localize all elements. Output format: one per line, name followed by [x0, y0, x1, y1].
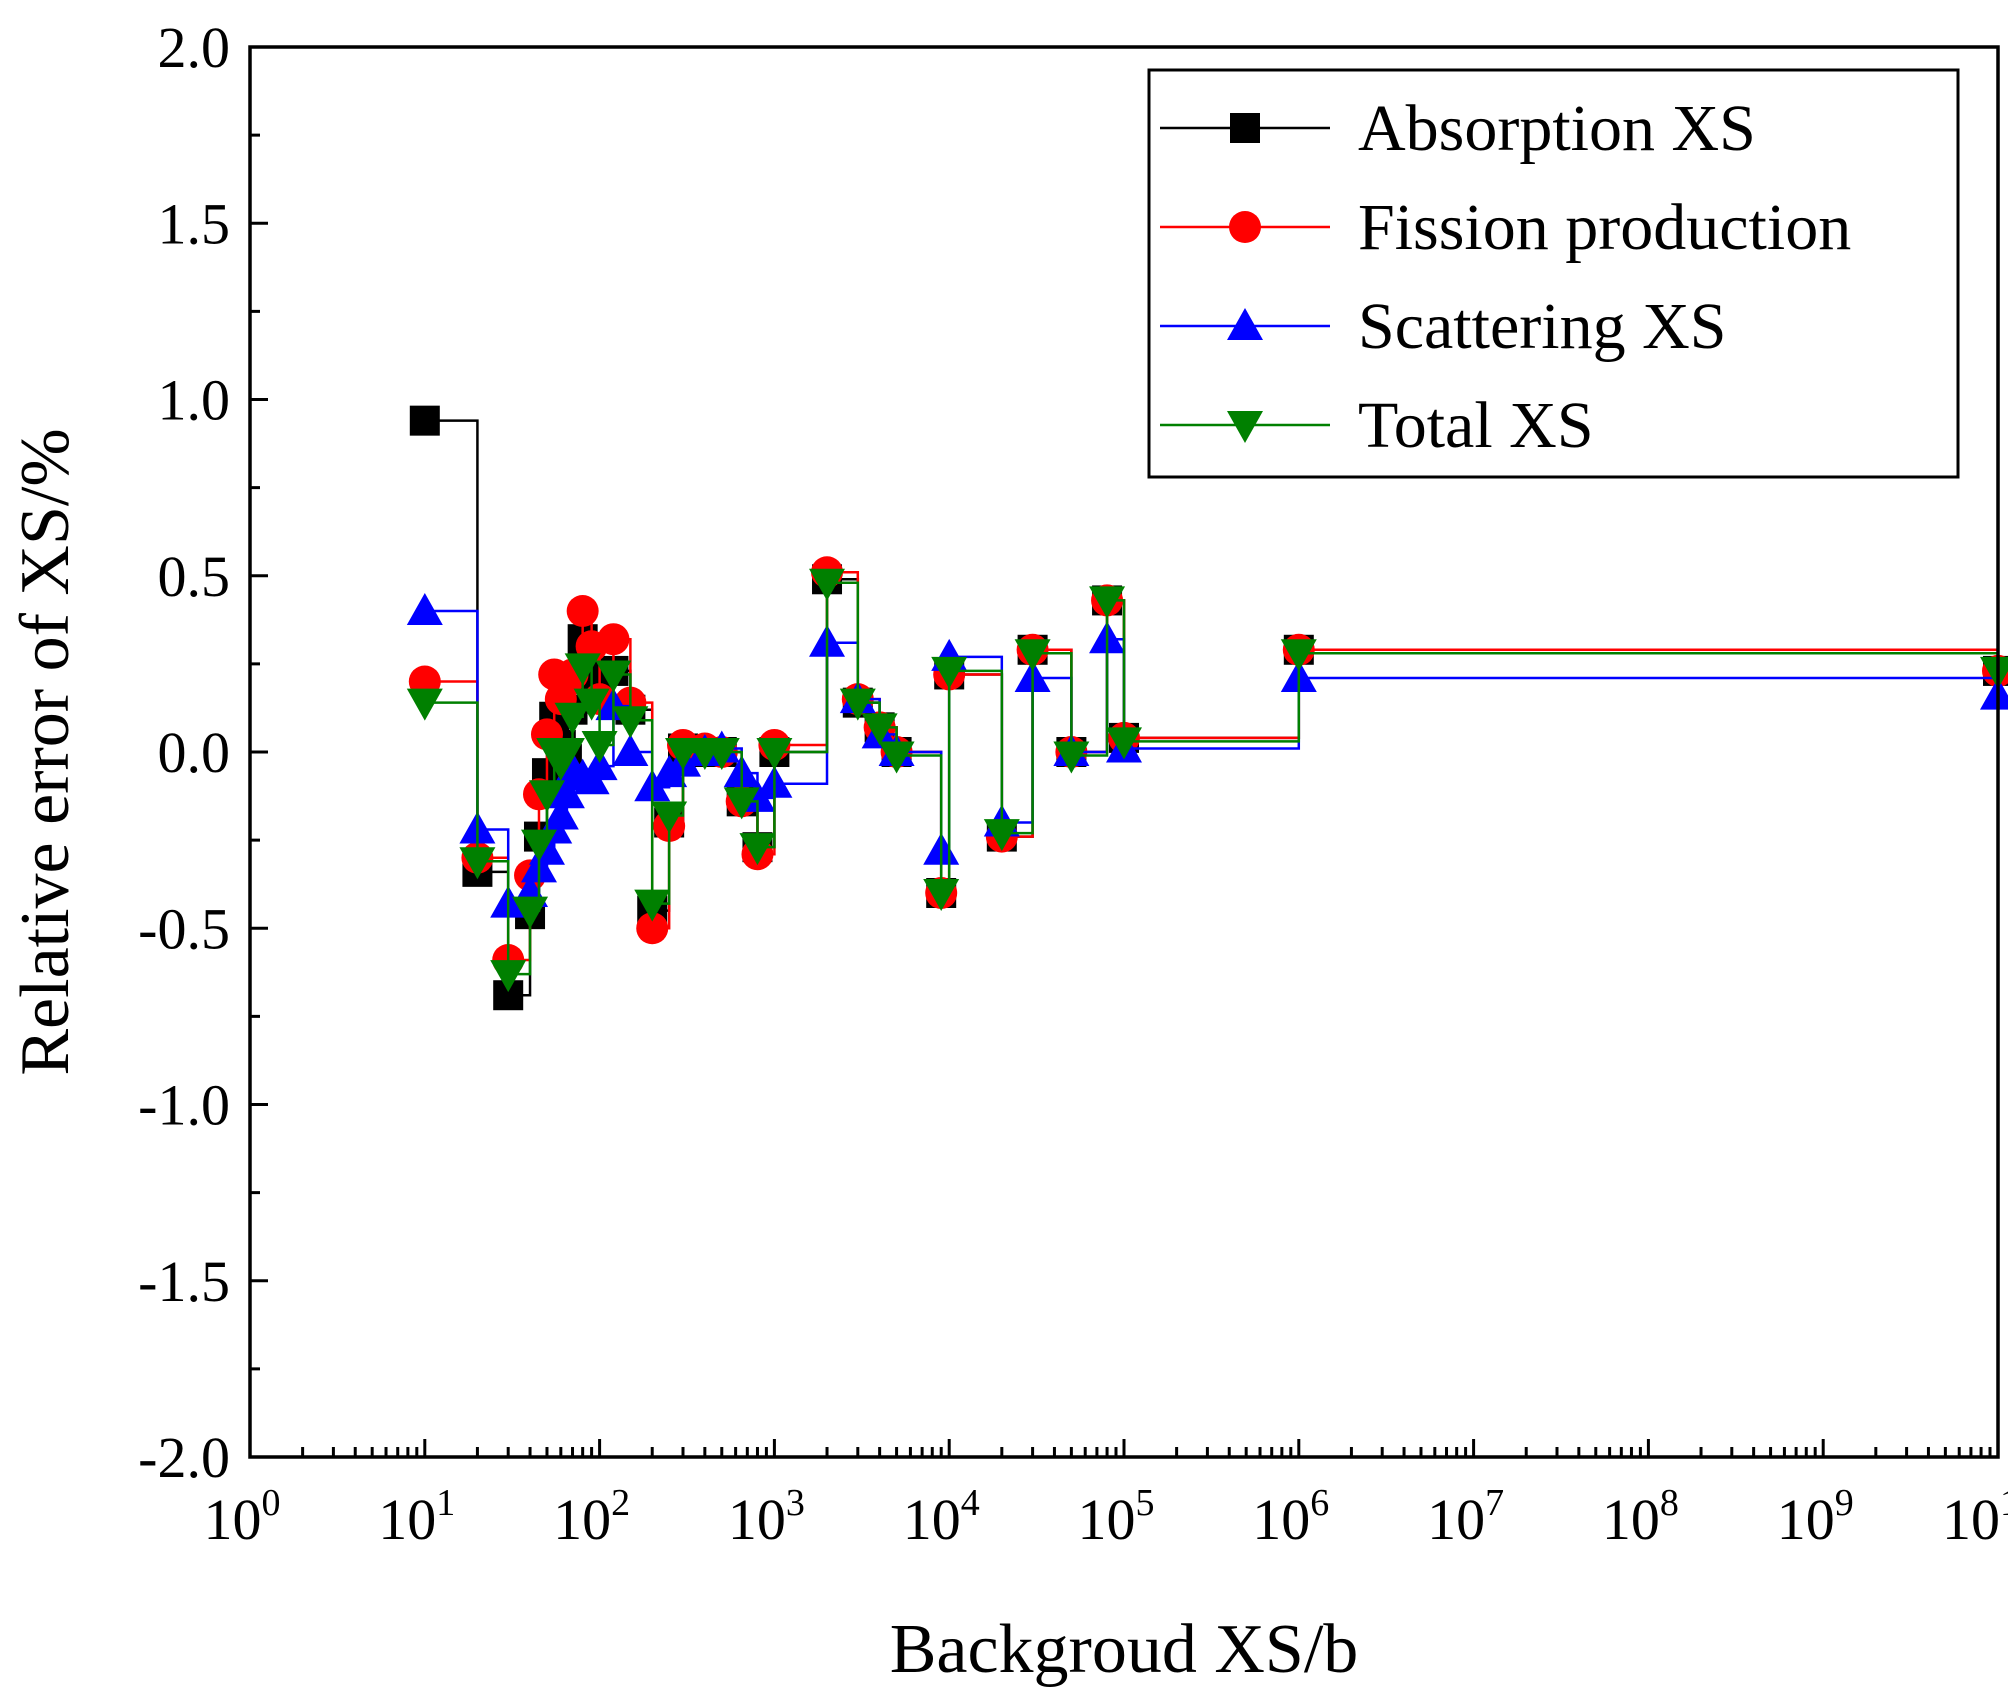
data-point: [595, 660, 632, 693]
y-tick-label: -0.5: [138, 896, 230, 961]
data-point: [406, 688, 443, 721]
legend-marker: [1227, 308, 1263, 340]
legend-label: Scattering XS: [1358, 290, 1726, 363]
x-tick-label: 108: [1602, 1482, 1679, 1552]
data-point: [878, 741, 915, 774]
data-point: [520, 829, 557, 862]
data-point: [612, 706, 649, 739]
legend-marker: [1229, 211, 1261, 243]
data-point: [581, 748, 618, 781]
legend-label: Total XS: [1358, 389, 1594, 462]
data-point: [1980, 677, 2008, 710]
y-tick-label: -1.5: [138, 1249, 230, 1314]
data-point: [1089, 586, 1126, 619]
x-tick-label: 105: [1078, 1482, 1155, 1552]
data-point: [573, 688, 610, 721]
x-tick-label: 106: [1252, 1482, 1329, 1552]
data-point: [490, 960, 527, 993]
y-tick-label: 0.5: [158, 544, 231, 609]
y-tick-label: -2.0: [138, 1425, 230, 1490]
x-tick-label: 102: [553, 1482, 630, 1552]
data-point: [983, 819, 1020, 852]
legend-box: [1147, 68, 1960, 479]
x-tick-label: 103: [728, 1482, 805, 1552]
x-tick-label: 100: [204, 1482, 281, 1552]
y-tick-label: 1.0: [158, 368, 231, 433]
data-point: [409, 405, 440, 436]
data-point: [548, 738, 585, 770]
data-point: [931, 656, 968, 689]
data-point: [739, 833, 776, 866]
data-point: [1106, 727, 1142, 760]
data-point: [703, 738, 740, 770]
y-tick-label: 0.0: [158, 720, 231, 785]
plot-frame: [248, 45, 2000, 1459]
x-axis-title: Backgroud XS/b: [890, 1611, 1359, 1688]
data-point: [566, 595, 599, 627]
legend-item: Scattering XS: [1160, 290, 1726, 363]
legend-label: Fission production: [1358, 191, 1851, 264]
data-point: [651, 801, 688, 834]
data-point: [1053, 741, 1090, 774]
legend-item: Absorption XS: [1160, 92, 1756, 165]
y-tick-label: -1.0: [138, 1073, 230, 1138]
data-point: [756, 738, 793, 770]
legend-item: Fission production: [1160, 191, 1851, 264]
x-tick-label: 107: [1427, 1482, 1504, 1552]
data-point: [597, 623, 630, 656]
data-point: [406, 593, 443, 625]
y-tick-label: 1.5: [158, 191, 231, 256]
data-point: [564, 653, 601, 686]
x-tick-label: 1010: [1942, 1482, 2008, 1552]
x-tick-label: 101: [378, 1482, 455, 1552]
x-tick-label: 104: [903, 1482, 980, 1552]
data-point: [839, 688, 876, 721]
data-point: [723, 787, 760, 820]
series-layer: [406, 405, 2008, 1011]
x-ticks: 100 101 102 103 104 105 106 107 108 109 1010: [204, 1439, 2008, 1552]
y-tick-label: 2.0: [158, 15, 231, 80]
legend-label: Absorption XS: [1358, 92, 1756, 165]
legend-item: Total XS: [1160, 389, 1594, 462]
data-point: [1014, 639, 1051, 672]
legend-marker: [1227, 411, 1263, 443]
data-point: [459, 847, 496, 880]
data-point: [809, 568, 846, 601]
legend-marker: [1230, 113, 1260, 143]
y-axis-title: Relative error of XS/%: [7, 428, 84, 1075]
data-point: [554, 702, 591, 735]
data-point: [1280, 639, 1317, 672]
data-point: [861, 713, 898, 746]
data-point: [612, 734, 649, 766]
data-point: [512, 896, 549, 929]
data-point: [548, 776, 585, 809]
data-point: [636, 912, 669, 945]
data-point: [1980, 656, 2008, 689]
data-point: [542, 797, 579, 830]
data-point: [528, 780, 565, 813]
data-point: [634, 889, 671, 922]
x-tick-label: 109: [1777, 1482, 1854, 1552]
data-point: [581, 730, 618, 763]
series-total-xs: [406, 568, 2008, 993]
legend: Absorption XS Fission production Scatterin…: [1147, 68, 1960, 479]
data-point: [923, 879, 960, 911]
